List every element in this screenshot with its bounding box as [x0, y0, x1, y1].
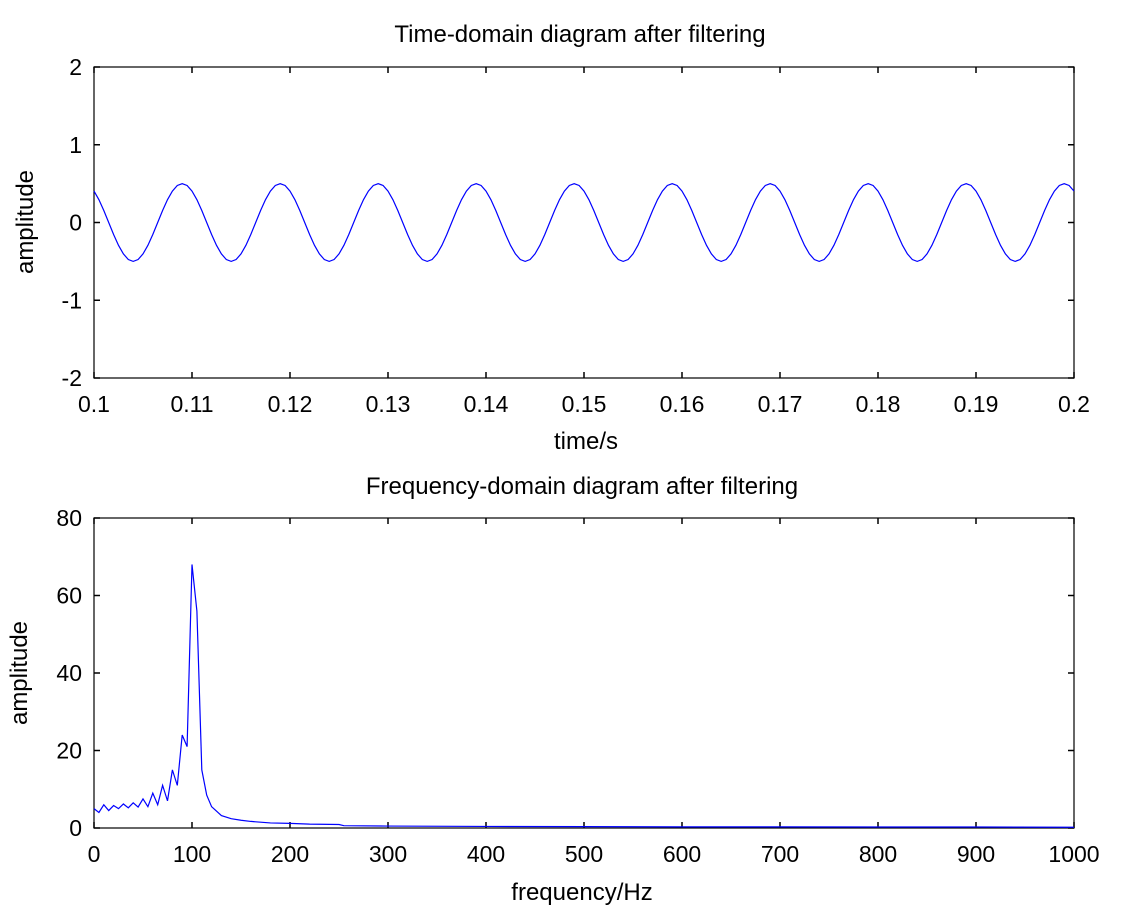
frequency-domain-y-axis-label: amplitude — [6, 621, 33, 725]
time-domain-x-ticks: 0.1 0.11 0.12 0.13 0.14 0.15 0.16 0.17 0.18 0.19 0… — [78, 67, 1090, 417]
frequency-domain-x-axis-label: frequency/Hz — [511, 879, 652, 906]
frequency-domain-y-tick-label: 20 — [56, 738, 82, 764]
time-domain-y-tick-label: 0 — [69, 210, 82, 236]
time-domain-x-tick-label: 0.2 — [1058, 391, 1090, 417]
frequency-domain-x-tick-label: 600 — [663, 841, 701, 867]
time-domain-x-tick-label: 0.18 — [856, 391, 901, 417]
frequency-domain-y-tick-label: 0 — [69, 815, 82, 841]
frequency-domain-y-tick-label: 40 — [56, 660, 82, 686]
frequency-domain-spectrum-line — [93, 564, 1075, 828]
time-domain-y-tick-label: 1 — [69, 132, 82, 158]
frequency-domain-x-ticks: 0 100 200 300 400 500 600 700 800 900 1000 — [88, 518, 1100, 867]
frequency-domain-x-tick-label: 700 — [761, 841, 799, 867]
frequency-domain-y-tick-label: 60 — [56, 583, 82, 609]
time-domain-x-tick-label: 0.17 — [758, 391, 803, 417]
time-domain-plot: Time-domain diagram after filtering -2 -1… — [12, 21, 1090, 455]
time-domain-x-axis-label: time/s — [554, 428, 618, 455]
time-domain-x-tick-label: 0.16 — [660, 391, 705, 417]
frequency-domain-x-tick-label: 300 — [369, 841, 407, 867]
frequency-domain-x-tick-label: 400 — [467, 841, 505, 867]
frequency-domain-x-tick-label: 900 — [957, 841, 995, 867]
time-domain-x-tick-label: 0.12 — [268, 391, 313, 417]
frequency-domain-y-tick-label: 80 — [56, 505, 82, 531]
time-domain-x-tick-label: 0.19 — [954, 391, 999, 417]
time-domain-y-axis-label: amplitude — [12, 170, 39, 274]
frequency-domain-x-tick-label: 100 — [173, 841, 211, 867]
frequency-domain-x-tick-label: 0 — [88, 841, 101, 867]
frequency-domain-x-tick-label: 800 — [859, 841, 897, 867]
frequency-domain-x-tick-label: 200 — [271, 841, 309, 867]
time-domain-x-tick-label: 0.13 — [366, 391, 411, 417]
time-domain-y-tick-label: -2 — [62, 365, 82, 391]
time-domain-signal-line — [93, 182, 1075, 263]
time-domain-title: Time-domain diagram after filtering — [394, 21, 765, 48]
time-domain-y-tick-label: -1 — [62, 287, 82, 313]
frequency-domain-x-tick-label: 500 — [565, 841, 603, 867]
time-domain-y-tick-label: 2 — [69, 54, 82, 80]
time-domain-x-tick-label: 0.1 — [78, 391, 110, 417]
time-domain-x-tick-label: 0.14 — [464, 391, 509, 417]
frequency-domain-x-tick-label: 1000 — [1048, 841, 1099, 867]
frequency-domain-title: Frequency-domain diagram after filtering — [366, 473, 798, 500]
time-domain-x-tick-label: 0.11 — [170, 391, 213, 417]
frequency-domain-y-ticks: 0 20 40 60 80 — [56, 505, 1074, 841]
time-domain-y-ticks: -2 -1 0 1 2 — [62, 54, 1074, 391]
time-domain-x-tick-label: 0.15 — [562, 391, 607, 417]
frequency-domain-plot: Frequency-domain diagram after filtering… — [6, 473, 1100, 906]
